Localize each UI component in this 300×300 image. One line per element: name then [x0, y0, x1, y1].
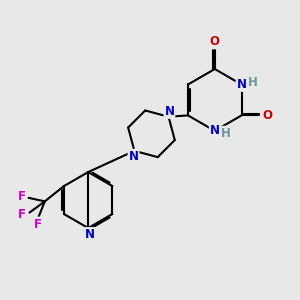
- Text: H: H: [221, 127, 231, 140]
- Text: F: F: [34, 218, 42, 231]
- Text: N: N: [164, 105, 174, 118]
- Text: N: N: [210, 124, 220, 137]
- Text: F: F: [18, 208, 26, 221]
- Text: O: O: [262, 109, 272, 122]
- Text: H: H: [248, 76, 258, 88]
- Text: O: O: [210, 35, 220, 48]
- Text: N: N: [237, 78, 247, 91]
- Text: N: N: [128, 150, 139, 163]
- Text: N: N: [85, 228, 94, 241]
- Text: F: F: [18, 190, 26, 203]
